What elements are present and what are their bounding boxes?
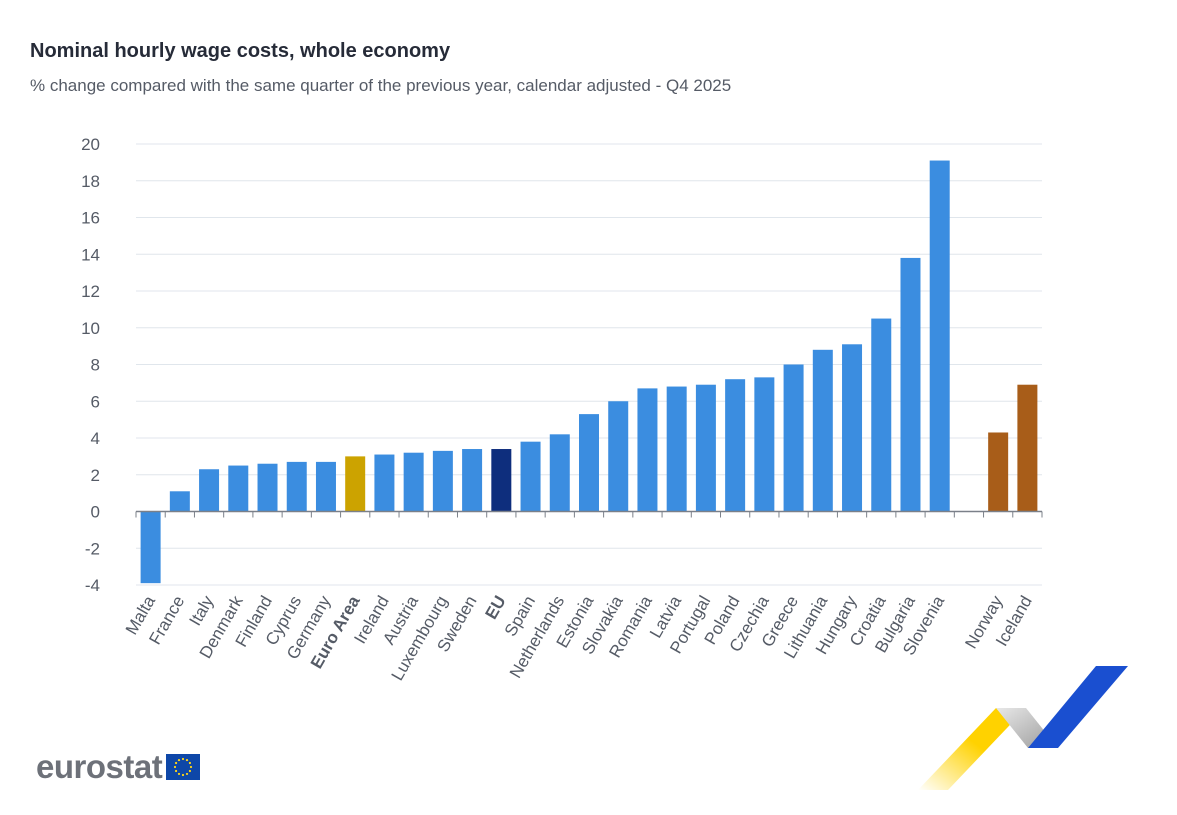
bar-finland xyxy=(257,463,278,512)
eurostat-swoosh-graphic xyxy=(918,666,1128,790)
y-tick-label: 4 xyxy=(91,429,100,448)
bar-italy xyxy=(199,469,220,512)
bar-spain xyxy=(520,441,541,512)
bar-slovenia xyxy=(929,160,950,512)
bar-eu xyxy=(491,449,512,512)
bar-latvia xyxy=(666,386,687,512)
bar-chart: 20181614121086420-2-4MaltaFranceItalyDen… xyxy=(81,135,1043,684)
bar-bulgaria xyxy=(900,257,921,512)
bar-luxembourg xyxy=(432,450,453,512)
eu-flag-icon xyxy=(166,754,201,780)
y-tick-label: -4 xyxy=(85,576,100,595)
y-tick-label: 20 xyxy=(81,135,100,154)
y-tick-label: 8 xyxy=(91,356,100,375)
x-tick-label: EU xyxy=(482,593,510,623)
bar-netherlands xyxy=(549,434,570,512)
bar-lithuania xyxy=(812,349,833,512)
eurostat-logo-text: eurostat xyxy=(36,748,163,785)
eurostat-logo: eurostat xyxy=(36,748,201,786)
y-tick-label: -2 xyxy=(85,539,100,558)
bar-portugal xyxy=(695,384,716,512)
bar-romania xyxy=(637,388,658,512)
bar-iceland xyxy=(1017,384,1038,512)
bar-cyprus xyxy=(286,461,307,512)
bar-czechia xyxy=(754,377,775,512)
bar-malta xyxy=(140,511,161,584)
bar-slovakia xyxy=(608,401,629,512)
bar-euro-area xyxy=(345,456,366,512)
y-tick-label: 14 xyxy=(81,245,100,264)
bar-denmark xyxy=(228,465,249,512)
bar-poland xyxy=(725,379,746,512)
chart-title: Nominal hourly wage costs, whole economy xyxy=(30,40,451,62)
bar-austria xyxy=(403,452,424,512)
y-tick-label: 16 xyxy=(81,209,100,228)
y-tick-label: 12 xyxy=(81,282,100,301)
bar-germany xyxy=(315,461,336,512)
y-tick-label: 2 xyxy=(91,466,100,485)
y-tick-label: 10 xyxy=(81,319,100,338)
y-tick-label: 18 xyxy=(81,172,100,191)
y-tick-label: 6 xyxy=(91,392,100,411)
bar-estonia xyxy=(579,414,599,512)
bar-greece xyxy=(783,364,804,512)
bar-ireland xyxy=(374,454,395,512)
chart-subtitle: % change compared with the same quarter … xyxy=(30,76,732,95)
bar-sweden xyxy=(462,449,483,512)
bar-norway xyxy=(988,432,1009,512)
bar-croatia xyxy=(871,318,892,512)
bar-france xyxy=(169,491,190,512)
y-tick-label: 0 xyxy=(91,503,100,522)
bar-hungary xyxy=(842,344,863,512)
